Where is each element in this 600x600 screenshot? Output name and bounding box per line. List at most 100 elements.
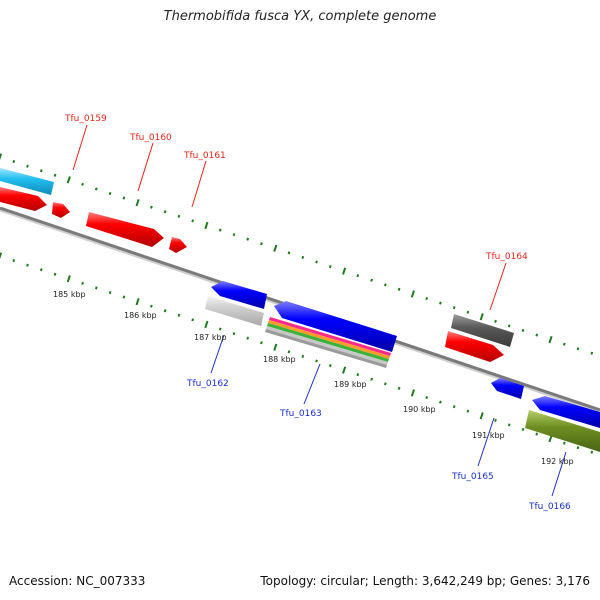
outer-minor-tick bbox=[301, 255, 305, 260]
inner-minor-tick bbox=[301, 354, 305, 359]
gene-block-Tfu_0163-multicolor[interactable] bbox=[265, 317, 391, 368]
gene-arrow-Tfu_0164[interactable] bbox=[445, 331, 504, 362]
gene-arrow-Tfu_0163[interactable] bbox=[274, 301, 397, 352]
inner-minor-tick bbox=[452, 405, 456, 409]
outer-minor-tick bbox=[191, 219, 195, 223]
inner-minor-tick bbox=[507, 423, 511, 427]
gene-label-Tfu_0164[interactable]: Tfu_0164 bbox=[485, 252, 528, 262]
inner-minor-tick bbox=[439, 400, 442, 404]
outer-minor-tick bbox=[356, 274, 360, 278]
inner-minor-tick bbox=[108, 290, 112, 295]
gene-arrow-Tfu_0165[interactable] bbox=[491, 378, 524, 399]
gene-arrow-Tfu_0159-a[interactable] bbox=[0, 187, 47, 211]
inner-minor-tick bbox=[383, 382, 387, 386]
outer-major-tick bbox=[0, 153, 3, 161]
inner-minor-tick bbox=[425, 395, 429, 400]
outer-minor-tick bbox=[39, 169, 43, 173]
inner-minor-tick bbox=[535, 432, 539, 436]
outer-minor-tick bbox=[507, 324, 511, 328]
outer-minor-tick bbox=[177, 214, 181, 218]
gene-label-Tfu_0163[interactable]: Tfu_0163 bbox=[279, 409, 322, 419]
inner-minor-tick bbox=[191, 318, 195, 322]
inner-minor-tick bbox=[53, 272, 57, 276]
scale-label-191: 191 kbp bbox=[472, 431, 505, 440]
inner-minor-tick bbox=[397, 386, 401, 390]
outer-minor-tick bbox=[562, 342, 566, 346]
label-connectors bbox=[72, 124, 567, 497]
outer-minor-tick bbox=[370, 278, 373, 282]
genome-summary-text: Topology: circular; Length: 3,642,249 bp… bbox=[260, 574, 590, 588]
gene-arrow-Tfu_0166[interactable] bbox=[532, 396, 600, 428]
outer-minor-tick bbox=[535, 333, 539, 337]
gene-cyan-block[interactable] bbox=[0, 168, 54, 195]
outer-minor-tick bbox=[383, 283, 387, 287]
inner-minor-tick bbox=[328, 363, 332, 368]
inner-major-tick bbox=[548, 434, 553, 443]
scale-label-188: 188 kbp bbox=[263, 355, 296, 364]
outer-tick-row bbox=[0, 153, 594, 355]
inner-minor-tick bbox=[287, 350, 291, 354]
outer-minor-tick bbox=[108, 191, 112, 196]
outer-minor-tick bbox=[397, 287, 401, 291]
gene-block-olive[interactable] bbox=[525, 410, 600, 452]
outer-minor-tick bbox=[218, 228, 222, 232]
gene-arrow-Tfu_0160[interactable] bbox=[86, 212, 164, 247]
inner-tick-row bbox=[0, 252, 594, 454]
inner-minor-tick bbox=[122, 295, 126, 299]
gene-label-Tfu_0159[interactable]: Tfu_0159 bbox=[64, 114, 107, 124]
inner-minor-tick bbox=[590, 450, 594, 454]
scale-label-190: 190 kbp bbox=[403, 405, 436, 414]
inner-minor-tick bbox=[12, 258, 16, 263]
outer-minor-tick bbox=[494, 319, 497, 323]
inner-minor-tick bbox=[356, 373, 360, 377]
outer-minor-tick bbox=[81, 182, 84, 186]
scale-label-189: 189 kbp bbox=[334, 380, 367, 389]
outer-minor-tick bbox=[26, 164, 29, 168]
outer-major-tick bbox=[273, 244, 278, 252]
outer-major-tick bbox=[479, 313, 484, 321]
inner-major-tick bbox=[342, 366, 347, 374]
inner-major-tick bbox=[479, 412, 484, 420]
gene-block-Tfu_0164[interactable] bbox=[451, 314, 514, 347]
outer-major-tick bbox=[204, 221, 209, 230]
outer-major-tick bbox=[135, 198, 140, 207]
inner-minor-tick bbox=[315, 359, 318, 363]
outer-minor-tick bbox=[150, 205, 153, 209]
gene-label-Tfu_0165[interactable]: Tfu_0165 bbox=[451, 472, 494, 482]
outer-minor-tick bbox=[53, 173, 57, 177]
outer-minor-tick bbox=[521, 328, 525, 333]
outer-major-tick bbox=[342, 267, 347, 275]
gene-arrow-Tfu_0161[interactable] bbox=[169, 237, 187, 253]
inner-minor-tick bbox=[521, 427, 525, 432]
gene-label-Tfu_0166[interactable]: Tfu_0166 bbox=[528, 502, 571, 512]
inner-minor-tick bbox=[163, 309, 167, 313]
gene-label-Tfu_0160[interactable]: Tfu_0160 bbox=[129, 133, 172, 143]
outer-minor-tick bbox=[590, 351, 594, 355]
inner-minor-tick bbox=[562, 441, 566, 445]
scale-label-186: 186 kbp bbox=[124, 311, 157, 320]
gene-block-Tfu_0162[interactable] bbox=[205, 296, 264, 326]
inner-major-tick bbox=[410, 389, 415, 397]
inner-minor-tick bbox=[370, 377, 373, 381]
inner-major-tick bbox=[0, 252, 3, 260]
outer-minor-tick bbox=[122, 196, 126, 200]
inner-minor-tick bbox=[150, 304, 153, 308]
gene-arrow-blue-a[interactable] bbox=[211, 281, 267, 309]
gene-label-Tfu_0162[interactable]: Tfu_0162 bbox=[186, 379, 229, 389]
outer-minor-tick bbox=[246, 237, 250, 241]
scale-label-192: 192 kbp bbox=[541, 457, 574, 466]
outer-minor-tick bbox=[466, 310, 470, 314]
inner-minor-tick bbox=[39, 268, 43, 272]
scale-label-187: 187 kbp bbox=[194, 333, 227, 342]
outer-minor-tick bbox=[315, 260, 318, 264]
accession-text: Accession: NC_007333 bbox=[9, 574, 146, 588]
outer-minor-tick bbox=[163, 210, 167, 214]
outer-minor-tick bbox=[12, 159, 16, 164]
gene-arrow-Tfu_0159-b[interactable] bbox=[52, 202, 70, 218]
inner-minor-tick bbox=[466, 409, 470, 413]
outer-minor-tick bbox=[328, 264, 332, 269]
outer-minor-tick bbox=[232, 233, 236, 237]
inner-minor-tick bbox=[260, 341, 263, 345]
gene-label-Tfu_0161[interactable]: Tfu_0161 bbox=[183, 151, 226, 161]
